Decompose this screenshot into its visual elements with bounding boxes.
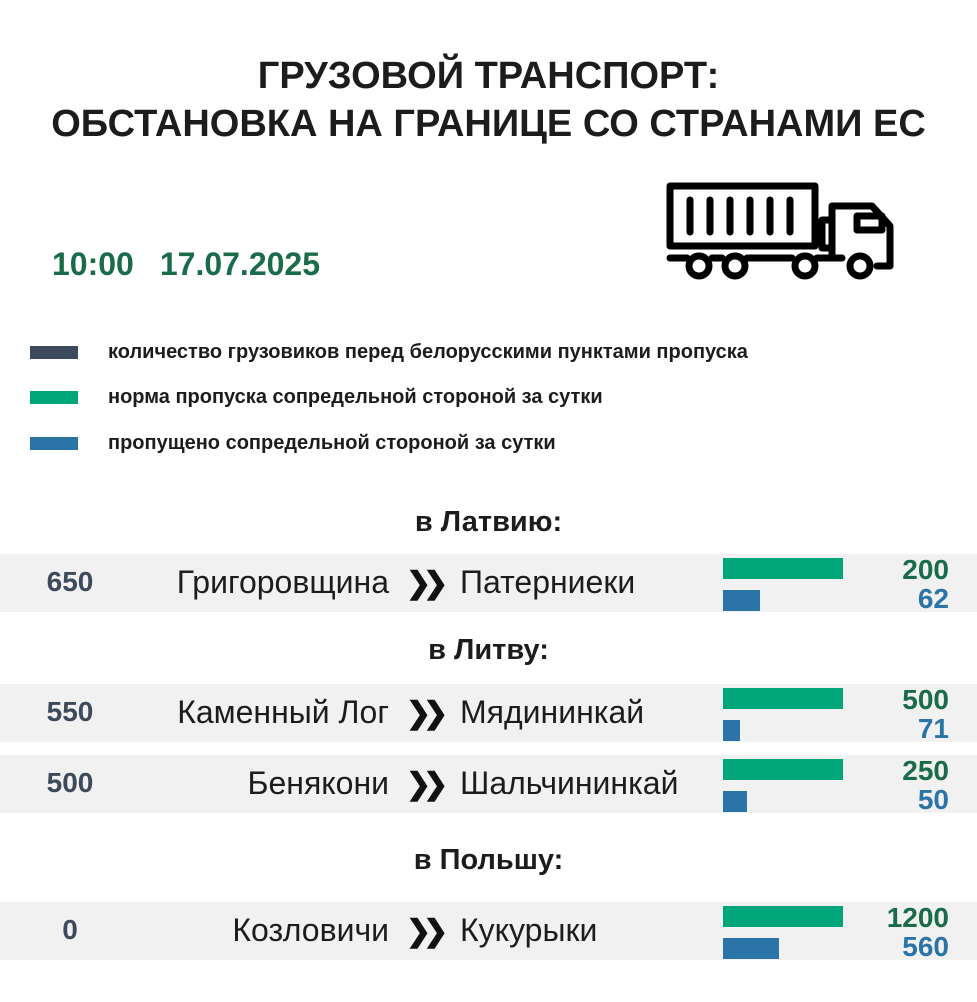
trucks-count: 650 [46, 566, 94, 597]
norm-bar [723, 759, 843, 780]
norm-value: 500 [902, 684, 949, 715]
passed-value: 62 [917, 583, 949, 614]
checkpoint-from: Козловичи [232, 912, 389, 948]
norm-bar [723, 558, 843, 579]
passed-bar [723, 938, 779, 959]
passed-value: 71 [917, 713, 949, 744]
title-line-1: ГРУЗОВОЙ ТРАНСПОРТ: [257, 55, 720, 97]
checkpoint-to: Кукурыки [460, 912, 598, 948]
section-lithuania: в Литву: [428, 634, 549, 666]
legend-swatch [30, 345, 78, 359]
norm-bar [723, 906, 843, 927]
time: 10:00 [52, 246, 134, 282]
double-chevron-icon: ❯❯ [406, 915, 448, 948]
passed-bar [723, 720, 741, 741]
legend-norm: норма пропуска сопредельной стороной за … [30, 385, 603, 409]
border-row: 550 Каменный Лог ❯❯ Мядининкай 500 71 [0, 684, 977, 744]
passed-value: 560 [902, 931, 949, 962]
norm-value: 1200 [886, 902, 949, 933]
norm-value: 250 [902, 755, 949, 786]
legend-swatch [30, 390, 78, 404]
trucks-count: 0 [62, 914, 78, 945]
checkpoint-to: Шальчининкай [460, 765, 679, 801]
checkpoint-to: Патерниеки [460, 564, 636, 600]
legend-trucks: количество грузовиков перед белорусскими… [30, 340, 748, 364]
legend-swatch [30, 436, 78, 450]
checkpoint-from: Каменный Лог [177, 694, 389, 730]
norm-bar [723, 688, 843, 709]
passed-bar [723, 590, 761, 611]
passed-bar [723, 791, 747, 812]
trucks-count: 550 [46, 696, 94, 727]
legend-label: норма пропуска сопредельной стороной за … [108, 385, 603, 408]
checkpoint-to: Мядининкай [460, 694, 645, 730]
double-chevron-icon: ❯❯ [406, 768, 448, 801]
section-poland: в Польшу: [413, 844, 564, 876]
double-chevron-icon: ❯❯ [406, 697, 448, 730]
section-latvia: в Латвию: [414, 506, 563, 538]
trucks-count: 500 [46, 767, 94, 798]
datetime: 10:00 17.07.2025 [52, 246, 346, 283]
truck-icon [666, 182, 894, 280]
border-row: 500 Бенякони ❯❯ Шальчининкай 250 50 [0, 755, 977, 815]
date: 17.07.2025 [159, 246, 320, 282]
checkpoint-from: Бенякони [247, 765, 390, 801]
border-row: 650 Григоровщина ❯❯ Патерниеки 200 62 [0, 554, 977, 614]
legend-label: пропущено сопредельной стороной за сутки [108, 431, 556, 454]
norm-value: 200 [902, 554, 949, 585]
legend-passed: пропущено сопредельной стороной за сутки [30, 431, 556, 455]
passed-value: 50 [917, 784, 949, 815]
checkpoint-from: Григоровщина [176, 564, 389, 600]
border-row: 0 Козловичи ❯❯ Кукурыки 1200 560 [0, 902, 977, 962]
legend-label: количество грузовиков перед белорусскими… [108, 340, 748, 363]
title-line-2: ОБСТАНОВКА НА ГРАНИЦЕ СО СТРАНАМИ ЕС [51, 103, 926, 145]
double-chevron-icon: ❯❯ [406, 567, 448, 600]
